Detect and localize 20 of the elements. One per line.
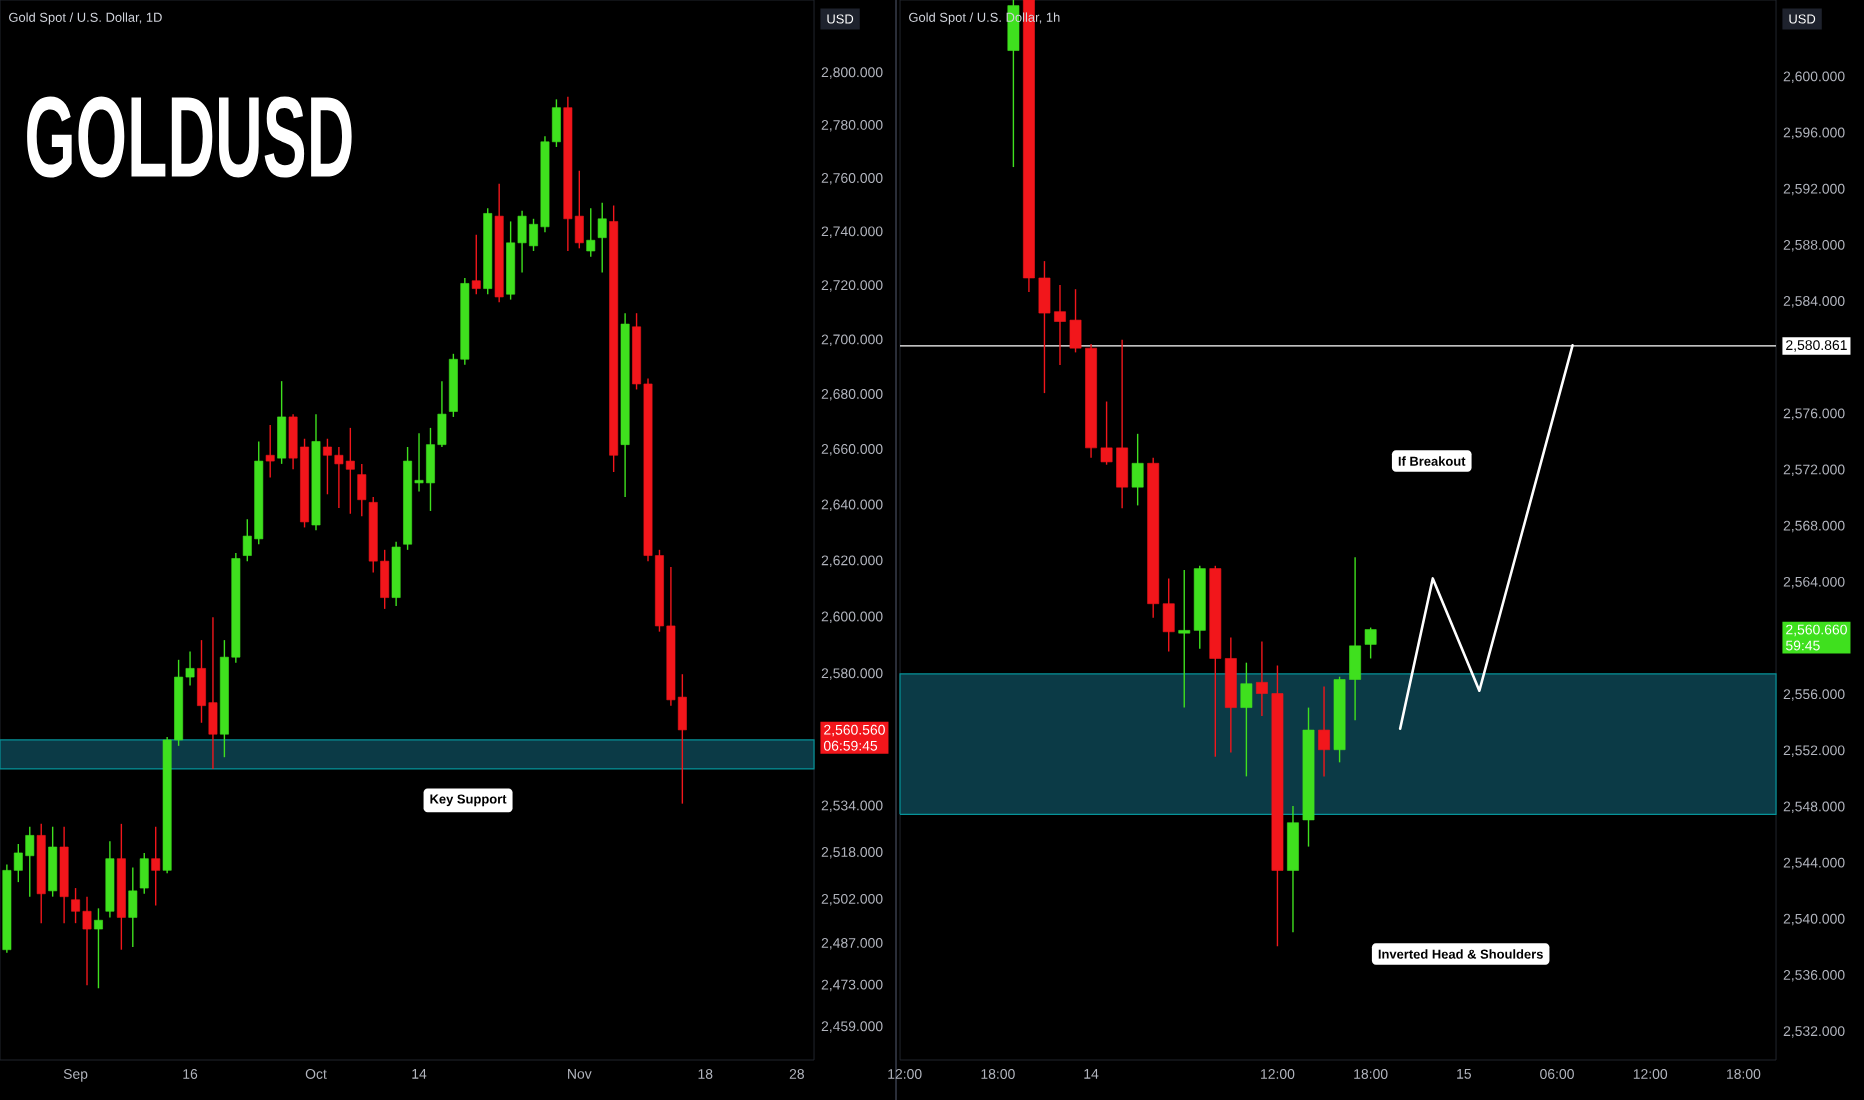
candlestick: [357, 463, 367, 518]
candlestick: [265, 424, 275, 479]
candlestick: [1162, 577, 1175, 653]
candlestick: [94, 907, 103, 989]
candlestick: [128, 866, 138, 948]
candlestick: [1256, 640, 1268, 717]
candlestick: [597, 201, 607, 274]
candlestick: [151, 826, 161, 907]
candlestick: [1240, 661, 1253, 778]
candlestick: [1318, 685, 1330, 778]
candlestick: [277, 380, 287, 465]
candlestick: [1287, 805, 1299, 933]
candlestick: [139, 852, 149, 895]
candlestick: [1178, 569, 1191, 709]
candlestick: [48, 826, 58, 898]
candlestick: [471, 234, 481, 295]
candlestick: [586, 207, 596, 258]
text: GOLDUSD: [27, 96, 352, 178]
candlestick: [1364, 626, 1377, 660]
candlestick: [1131, 433, 1144, 507]
